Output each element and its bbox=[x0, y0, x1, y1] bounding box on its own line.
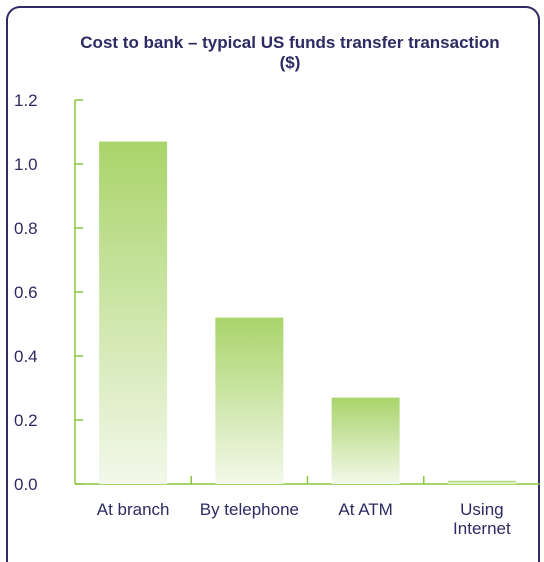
y-tick-label: 0.6 bbox=[14, 283, 38, 302]
chart-frame bbox=[6, 6, 540, 562]
y-tick-label: 0.8 bbox=[14, 219, 38, 238]
bar-0 bbox=[99, 141, 168, 484]
y-tick-label: 0.2 bbox=[14, 411, 38, 430]
x-category-label: Internet bbox=[453, 519, 511, 538]
bar-3 bbox=[447, 480, 516, 484]
x-category-label: At ATM bbox=[338, 500, 392, 519]
bar-1 bbox=[215, 317, 284, 484]
x-category-label: At branch bbox=[97, 500, 170, 519]
chart-title: Cost to bank – typical US funds transfer… bbox=[80, 33, 500, 72]
y-tick-label: 0.0 bbox=[14, 475, 38, 494]
x-category-label: By telephone bbox=[200, 500, 299, 519]
y-tick-label: 0.4 bbox=[14, 347, 38, 366]
bar-2 bbox=[331, 397, 400, 484]
y-tick-label: 1.0 bbox=[14, 155, 38, 174]
x-category-label: Using bbox=[460, 500, 503, 519]
y-tick-label: 1.2 bbox=[14, 91, 38, 110]
